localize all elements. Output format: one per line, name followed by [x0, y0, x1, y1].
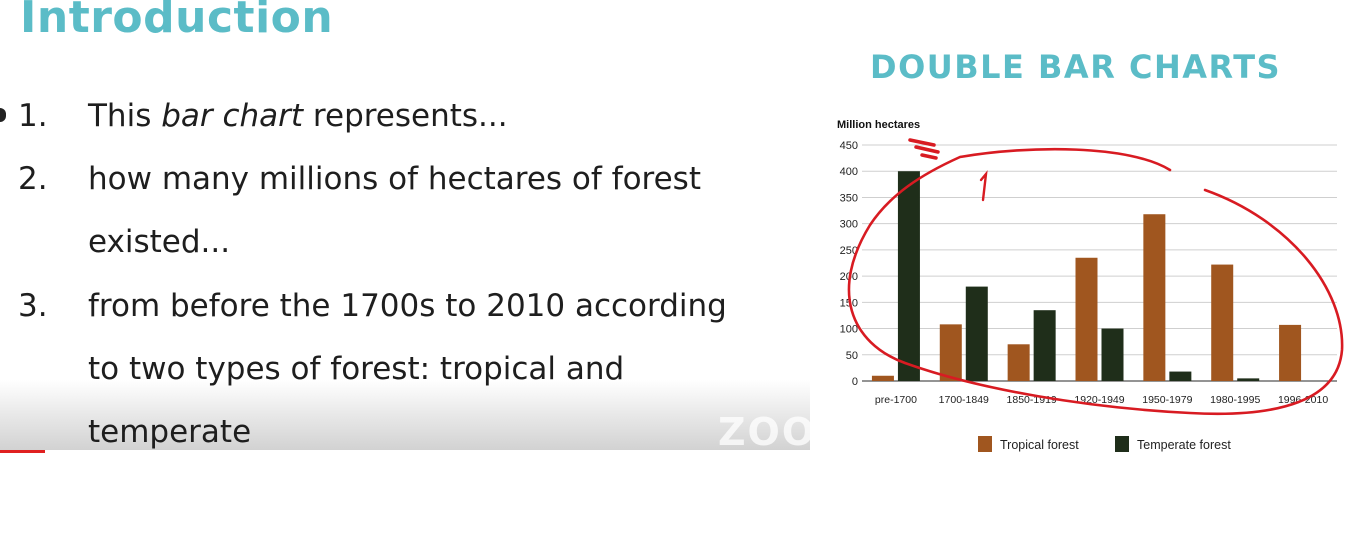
- zoom-watermark: ZOO: [718, 410, 817, 450]
- bar-temperate: [897, 171, 920, 381]
- annotation-ellipse: [847, 147, 1344, 416]
- legend-label: Tropical forest: [1000, 438, 1079, 452]
- list-number: 3.: [18, 288, 48, 324]
- bar-tropical: [939, 324, 962, 381]
- list-text: from before the 1700s to 2010 according: [88, 288, 727, 324]
- y-tick-label: 450: [840, 140, 858, 152]
- bar-tropical: [1007, 344, 1030, 381]
- x-tick-label: 1700-1849: [939, 394, 989, 406]
- legend-swatch: [1115, 436, 1129, 452]
- list-text: to two types of forest: tropical and: [88, 351, 625, 387]
- list-text: existed...: [88, 224, 231, 260]
- y-tick-label: 400: [840, 166, 858, 178]
- list-text: how many millions of hectares of forest: [88, 161, 701, 197]
- legend-swatch: [978, 436, 992, 452]
- legend-label: Temperate forest: [1137, 438, 1231, 452]
- bar-temperate: [1101, 328, 1124, 381]
- list-text-post: represents...: [303, 98, 508, 134]
- bar-temperate: [1169, 371, 1192, 381]
- list-number: 2.: [18, 161, 48, 197]
- y-tick-label: 300: [840, 219, 858, 231]
- annotation-number-mark: [979, 170, 988, 202]
- x-tick-label: 1950-1979: [1142, 394, 1192, 406]
- list-text-pre: This: [88, 98, 162, 134]
- bullet-marker: [0, 108, 6, 122]
- bar-temperate: [965, 286, 988, 381]
- x-tick-label: 1980-1995: [1210, 394, 1260, 406]
- bar-tropical: [871, 375, 894, 381]
- list-text: temperate: [88, 414, 252, 450]
- bar-temperate: [1237, 378, 1260, 381]
- annotation-scribble: [908, 138, 940, 160]
- y-tick-label: 100: [840, 324, 858, 336]
- list-number: 1.: [18, 98, 48, 134]
- progress-strip: [0, 450, 45, 453]
- bar-chart: Million hectares050100150200250300350400…: [837, 119, 1344, 452]
- x-tick-label: pre-1700: [875, 394, 917, 406]
- y-tick-label: 0: [852, 376, 858, 388]
- bar-tropical: [1279, 324, 1302, 381]
- bar-temperate: [1033, 310, 1056, 381]
- y-tick-label: 350: [840, 192, 858, 204]
- y-axis-label: Million hectares: [837, 119, 920, 131]
- list-text: This bar chart represents...: [88, 96, 508, 136]
- chart-heading: DOUBLE BAR CHARTS: [870, 48, 1282, 86]
- bar-tropical: [1075, 257, 1098, 381]
- list-text-emphasis: bar chart: [161, 98, 304, 134]
- chart-area: Million hectares 0 50 100 150 200 250 300 350 400…: [810, 100, 1348, 462]
- slide-shade: [0, 380, 810, 450]
- bar-tropical: [1143, 214, 1166, 381]
- y-tick-label: 250: [840, 245, 858, 257]
- y-tick-label: 50: [846, 350, 858, 362]
- bar-tropical: [1211, 264, 1234, 381]
- slide-title: Introduction: [20, 0, 334, 43]
